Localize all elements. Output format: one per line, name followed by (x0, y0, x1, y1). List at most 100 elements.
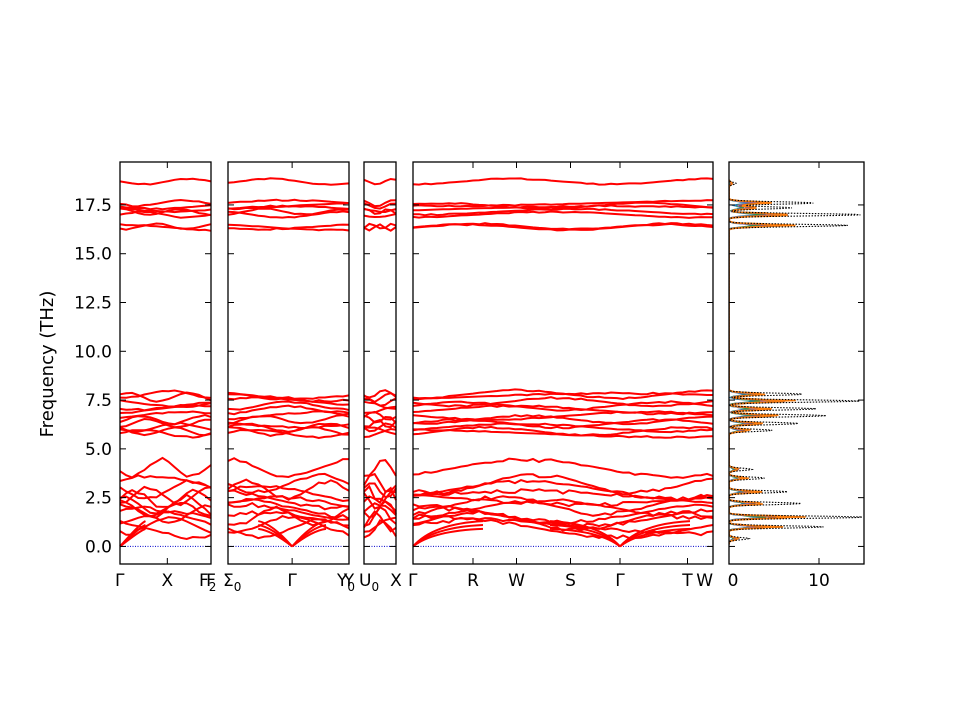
panel-frame (227, 161, 350, 565)
band-line (119, 456, 212, 479)
band-line (227, 485, 350, 503)
band-line (227, 501, 350, 521)
x-tick-label: Y (343, 571, 355, 591)
band-line (227, 414, 350, 425)
acoustic-branch (412, 527, 484, 548)
band-line (363, 213, 397, 219)
band-line (227, 457, 349, 479)
band-line (363, 472, 397, 493)
band-line (363, 202, 397, 210)
band-line (363, 459, 397, 477)
y-tick-label: 15.0 (74, 245, 112, 265)
band-line (227, 400, 350, 411)
band-line (119, 485, 212, 507)
band-line (412, 222, 714, 232)
band-line (363, 410, 397, 421)
boundary-tick-subscript: 2 (209, 580, 217, 594)
band-line (363, 482, 397, 499)
dos-frame (728, 161, 865, 565)
y-tick-label: 5.0 (85, 440, 112, 460)
band-line (227, 204, 350, 210)
dos-x-tick-label: 0 (728, 571, 739, 591)
x-tick-label: Γ (408, 571, 418, 591)
band-panels: Γ X F Σ0 Γ Y U0 X Γ R W S Γ T WF2 Y00.02.55.07.510.012.… (74, 161, 714, 594)
y-tick-label: 12.5 (74, 294, 112, 314)
band-line (412, 210, 714, 219)
band-line (227, 495, 350, 508)
band-line (413, 422, 714, 434)
band-line (227, 223, 350, 232)
dos-curves (729, 179, 863, 545)
acoustic-branch (549, 527, 621, 548)
band-line (227, 207, 350, 216)
band-line (119, 389, 212, 399)
band-line (412, 488, 714, 504)
y-tick-label: 2.5 (85, 489, 112, 509)
band-line (412, 505, 714, 529)
band-line (227, 198, 350, 205)
x-tick-label: Γ (287, 571, 297, 591)
total-dos-line (729, 179, 863, 545)
band-line (119, 413, 212, 426)
dos-panel: 0 10 (728, 161, 865, 591)
y-axis-label: Frequency (THz) (37, 291, 58, 438)
band-line (363, 502, 397, 516)
x-tick-label: Γ (115, 571, 125, 591)
band-line (363, 199, 397, 208)
band-line (119, 222, 212, 231)
band-line (412, 473, 714, 495)
band-line (227, 210, 350, 219)
band-line (412, 479, 714, 502)
band-line (119, 474, 212, 489)
band-panel-2: Σ0 Γ Y (223, 161, 355, 594)
x-tick-label: U0 (359, 571, 379, 594)
band-line (363, 223, 397, 232)
x-tick-label: F (206, 571, 216, 591)
band-line (227, 396, 350, 406)
band-line (227, 515, 350, 537)
boundary-tick-subscript: 0 (347, 580, 355, 594)
band-line (119, 519, 212, 541)
band-line (412, 404, 713, 416)
band-line (227, 428, 350, 440)
band-line (412, 400, 714, 412)
band-line (412, 493, 714, 517)
band-line (363, 222, 397, 230)
band-line (227, 177, 350, 186)
band-line (363, 426, 397, 436)
band-line (119, 510, 212, 525)
band-line (119, 421, 212, 433)
band-panel-3: U0 X (359, 161, 402, 594)
band-line (227, 472, 350, 494)
acoustic-branch (258, 527, 293, 548)
band-line (119, 177, 212, 186)
x-tick-label: R (467, 571, 479, 591)
x-tick-label: X (161, 571, 173, 591)
band-line (119, 210, 212, 219)
x-tick-label: T (681, 571, 693, 591)
band-line (412, 428, 714, 439)
band-line (412, 457, 714, 479)
band-line (412, 493, 714, 508)
y-tick-label: 17.5 (74, 196, 112, 216)
band-line (119, 479, 212, 500)
band-line (363, 418, 397, 429)
band-line (119, 404, 212, 414)
band-line (412, 177, 714, 186)
band-line (412, 396, 714, 408)
band-line (227, 518, 350, 540)
acoustic-branch (412, 523, 484, 548)
band-line (412, 517, 714, 540)
band-line (363, 519, 397, 539)
band-line (413, 207, 714, 217)
band-line (363, 510, 397, 533)
band-line (119, 198, 212, 208)
acoustic-branch (119, 527, 146, 548)
band-line (119, 223, 212, 232)
x-tick-label: Σ0 (223, 571, 241, 594)
band-line (227, 497, 350, 520)
band-line (363, 405, 397, 414)
x-tick-label: X (390, 571, 402, 591)
